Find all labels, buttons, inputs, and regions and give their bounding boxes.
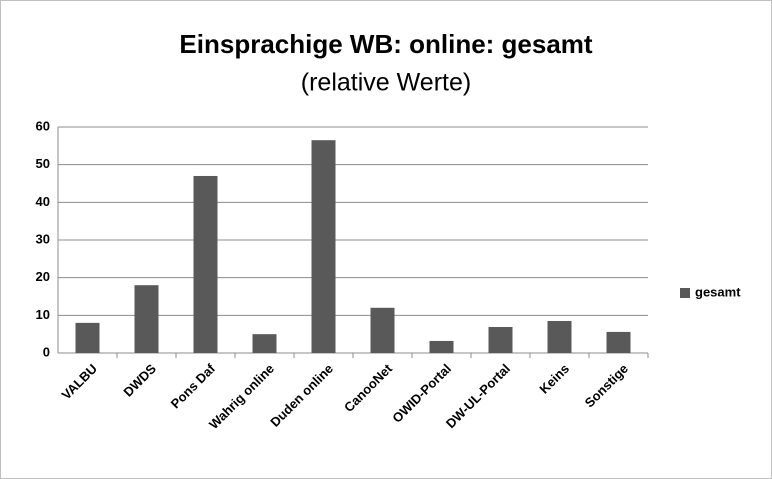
y-tick-label: 60: [36, 118, 50, 133]
y-tick-label: 30: [36, 231, 50, 246]
chart-subtitle: (relative Werte): [301, 69, 471, 97]
bar: [252, 334, 277, 353]
y-tick-label: 50: [36, 156, 50, 171]
bar: [547, 320, 572, 353]
bar: [488, 327, 513, 353]
bar: [134, 285, 159, 353]
bar: [370, 307, 395, 353]
y-tick-label: 0: [43, 344, 50, 359]
y-tick-label: 20: [36, 269, 50, 284]
legend-swatch: [680, 288, 690, 298]
chart-title: Einsprachige WB: online: gesamt: [179, 29, 593, 59]
legend-label: gesamt: [695, 284, 741, 299]
bar: [311, 140, 336, 353]
y-tick-label: 40: [36, 194, 50, 209]
bar: [193, 175, 218, 353]
bar: [429, 340, 454, 353]
bar: [75, 322, 100, 353]
bar: [606, 331, 631, 353]
y-tick-label: 10: [36, 307, 50, 322]
